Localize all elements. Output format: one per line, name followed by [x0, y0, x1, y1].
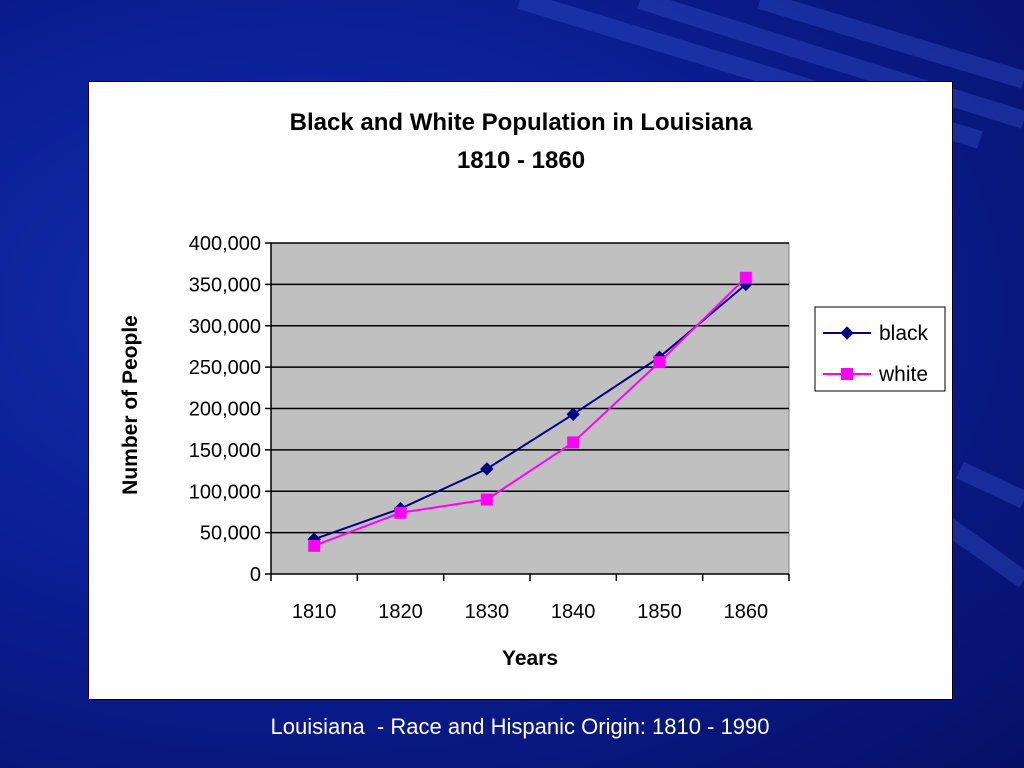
y-tick-label: 50,000: [200, 523, 261, 545]
series: [307, 271, 753, 552]
data-point-white: [394, 506, 407, 519]
data-point-black: [566, 407, 580, 421]
x-tick-label: 1840: [551, 601, 596, 623]
series-line-white: [313, 277, 747, 547]
axes: 0 50,000 100,000 150,000 200,000 250,000 300,0…: [189, 233, 790, 623]
y-tick-label: 100,000: [189, 481, 261, 503]
x-tick-label: 1850: [637, 601, 682, 623]
chart-panel: Black and White Population in Louisiana …: [88, 81, 953, 700]
gridlines: [271, 242, 789, 534]
y-tick-label: 300,000: [189, 316, 261, 338]
y-tick-label: 250,000: [189, 357, 261, 379]
legend-items: black white: [823, 322, 929, 386]
y-tick-label: 350,000: [189, 274, 261, 296]
data-point-white: [480, 493, 493, 506]
slide-caption: Louisiana - Race and Hispanic Origin: 18…: [270, 714, 770, 739]
y-axis-title: Number of People: [119, 315, 142, 495]
series-line-black: [313, 283, 747, 541]
data-point-black: [480, 462, 494, 476]
line-chart: Black and White Population in Louisiana …: [119, 109, 946, 670]
series-white: [308, 271, 752, 552]
legend-label-white: white: [878, 363, 928, 386]
legend-marker-white: [841, 368, 853, 380]
y-tick-label: 400,000: [189, 233, 261, 255]
legend-marker-black: [840, 326, 854, 340]
chart-title-line-1: Black and White Population in Louisiana: [290, 109, 753, 136]
legend-label-black: black: [879, 322, 929, 345]
y-tick-label: 150,000: [189, 440, 261, 462]
x-axis-title: Years: [502, 647, 558, 670]
data-point-white: [653, 356, 666, 369]
x-tick-label: 1830: [465, 601, 510, 623]
x-tick-label: 1860: [724, 601, 769, 623]
x-tick-label: 1810: [292, 601, 337, 623]
data-point-white: [739, 271, 752, 284]
chart-title-line-2: 1810 - 1860: [457, 147, 585, 174]
data-point-white: [308, 539, 321, 552]
data-point-white: [567, 436, 580, 449]
legend-box: [814, 306, 946, 392]
legend: black white: [814, 306, 946, 392]
y-tick-label: 0: [250, 564, 261, 586]
x-tick-label: 1820: [378, 601, 423, 623]
y-tick-label: 200,000: [189, 399, 261, 421]
